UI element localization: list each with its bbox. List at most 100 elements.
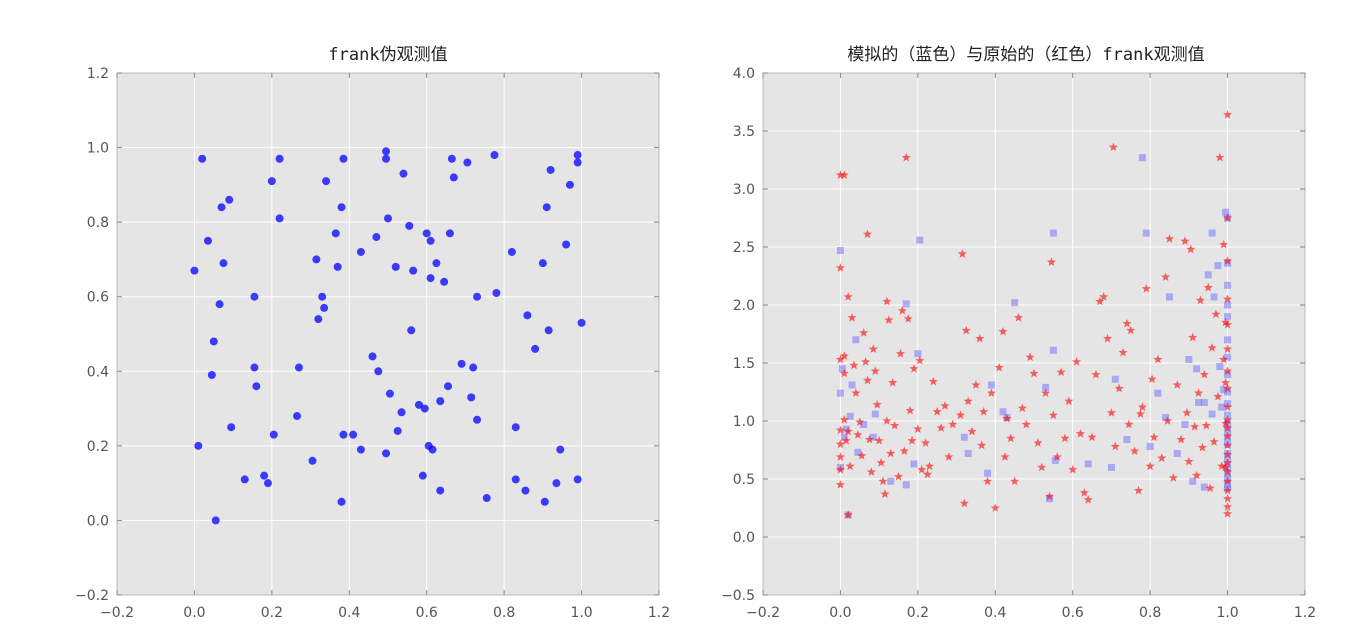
- original-point: [1176, 434, 1186, 444]
- simulated-point: [1123, 436, 1131, 444]
- simulated-point: [1214, 262, 1222, 270]
- simulated-point: [848, 381, 856, 389]
- original-point: [1130, 446, 1140, 456]
- original-point: [847, 312, 857, 322]
- scatter-point: [399, 169, 408, 178]
- original-point: [843, 292, 853, 301]
- simulated-point: [964, 449, 972, 457]
- original-point: [1147, 374, 1157, 384]
- original-point: [963, 396, 973, 406]
- original-point: [1223, 493, 1233, 503]
- original-point: [1193, 388, 1204, 398]
- original-point: [1195, 295, 1206, 305]
- simulated-point: [1224, 336, 1232, 344]
- scatter-point: [240, 475, 249, 484]
- scatter-point: [444, 382, 453, 391]
- original-point: [1219, 354, 1229, 364]
- original-point: [961, 325, 971, 335]
- simulated-point: [836, 246, 844, 254]
- original-point: [1219, 239, 1229, 249]
- original-point: [909, 364, 919, 373]
- scatter-point: [368, 352, 377, 361]
- original-point: [1223, 440, 1233, 450]
- original-point: [1072, 357, 1082, 366]
- simulated-point: [1042, 383, 1050, 391]
- x-tick-label: −0.2: [100, 605, 134, 621]
- scatter-point: [314, 315, 323, 324]
- original-point: [1190, 422, 1200, 431]
- original-point: [853, 430, 863, 439]
- scatter-point: [263, 479, 272, 488]
- original-point: [1157, 453, 1167, 462]
- y-tick-label: 1.2: [87, 66, 109, 82]
- original-point: [1044, 491, 1055, 501]
- scatter-point: [428, 445, 437, 454]
- scatter-point: [331, 229, 340, 238]
- simulated-point: [1146, 443, 1154, 451]
- original-point: [1221, 418, 1231, 428]
- original-point: [1203, 282, 1213, 292]
- original-point: [932, 406, 942, 416]
- scatter-point: [414, 400, 423, 409]
- simulated-point: [1049, 229, 1057, 237]
- original-point: [1017, 403, 1027, 413]
- simulated-point: [1224, 259, 1232, 267]
- original-point: [1052, 452, 1062, 461]
- y-tick-label: 0.2: [87, 439, 109, 455]
- simulated-point: [1181, 420, 1189, 428]
- original-point: [1192, 470, 1202, 480]
- chart-title-right: 模拟的（蓝色）与原始的（红色）frank观测值: [847, 45, 1204, 65]
- x-tick-label: 1.0: [570, 605, 592, 621]
- original-point: [1168, 473, 1178, 482]
- original-point: [1021, 419, 1031, 429]
- y-tick-label: 0.8: [87, 215, 109, 231]
- original-point: [864, 434, 875, 444]
- scatter-point: [436, 486, 445, 495]
- y-tick-label: 0.0: [733, 530, 755, 546]
- simulated-point: [1049, 346, 1057, 354]
- simulated-point: [1200, 483, 1208, 491]
- scatter-point: [422, 229, 431, 238]
- original-point: [1223, 383, 1233, 393]
- original-point: [913, 424, 923, 433]
- scatter-point: [573, 151, 582, 160]
- original-point: [1056, 367, 1066, 377]
- scatter-point: [190, 266, 199, 275]
- simulated-point: [1224, 388, 1232, 396]
- simulated-point: [1011, 299, 1019, 307]
- original-point: [1201, 420, 1211, 430]
- original-point: [986, 388, 996, 398]
- original-point: [870, 366, 880, 375]
- scatter-point: [269, 430, 278, 439]
- simulated-point: [1111, 375, 1119, 383]
- original-point: [1133, 485, 1144, 495]
- original-point: [1108, 142, 1118, 152]
- original-point: [874, 435, 884, 445]
- original-point: [1153, 354, 1163, 364]
- x-tick-label: 0.2: [907, 605, 929, 621]
- scatter-point: [391, 262, 400, 271]
- original-point: [849, 360, 859, 370]
- original-point: [971, 380, 981, 389]
- x-tick-label: 0.4: [984, 605, 1006, 621]
- original-point: [928, 376, 938, 386]
- original-point: [880, 489, 890, 498]
- simulated-point: [852, 336, 860, 344]
- original-point: [835, 263, 845, 272]
- original-point: [1223, 485, 1233, 495]
- original-point: [1188, 332, 1198, 342]
- original-point: [905, 405, 915, 415]
- simulated-point: [1142, 229, 1150, 237]
- original-point: [868, 344, 878, 353]
- x-tick-label: 1.0: [1216, 605, 1238, 621]
- original-point: [1223, 366, 1233, 375]
- scatter-point: [397, 408, 406, 417]
- scatter-point: [356, 247, 365, 256]
- original-point: [882, 416, 892, 425]
- simulated-point: [1154, 389, 1162, 397]
- original-point: [955, 410, 966, 420]
- simulated-point: [854, 448, 862, 456]
- scatter-point: [552, 479, 561, 488]
- simulated-point: [838, 365, 846, 373]
- simulated-point: [1224, 426, 1232, 434]
